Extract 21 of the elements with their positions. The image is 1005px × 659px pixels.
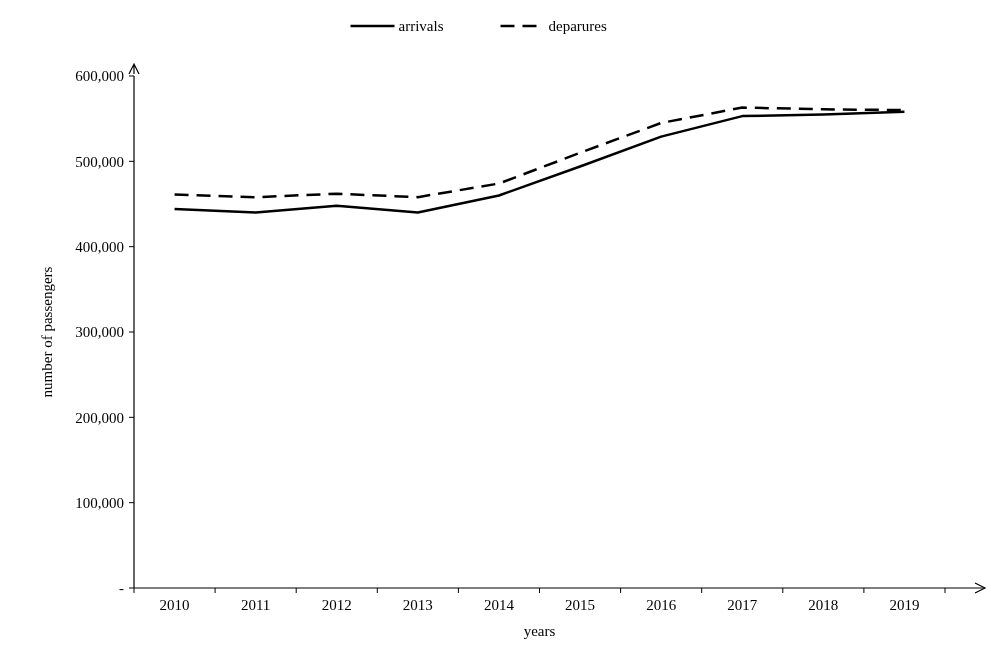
x-tick-label: 2014 xyxy=(483,597,515,613)
y-tick-label: 400,000 xyxy=(75,238,124,255)
x-tick-label: 2010 xyxy=(159,597,190,613)
y-tick-label: 500,000 xyxy=(75,153,124,170)
y-tick-label: - xyxy=(119,580,124,597)
x-tick-label: 2013 xyxy=(402,597,433,613)
x-tick-label: 2015 xyxy=(565,597,596,613)
y-axis-title: number of passengers xyxy=(39,266,55,398)
x-tick-label: 2019 xyxy=(889,597,920,613)
y-tick-label: 600,000 xyxy=(75,68,124,85)
x-tick-label: 2012 xyxy=(321,597,352,613)
x-tick-label: 2016 xyxy=(646,597,677,613)
y-tick-label: 200,000 xyxy=(75,409,124,426)
x-tick-label: 2018 xyxy=(808,597,839,613)
x-tick-label: 2011 xyxy=(240,597,271,613)
y-tick-label: 300,000 xyxy=(75,324,124,341)
y-tick-label: 100,000 xyxy=(75,494,124,511)
legend-label: arrivals xyxy=(398,18,444,35)
x-tick-label: 2017 xyxy=(727,597,758,613)
legend-label: deparures xyxy=(548,18,607,35)
x-axis-title: years xyxy=(523,623,556,639)
